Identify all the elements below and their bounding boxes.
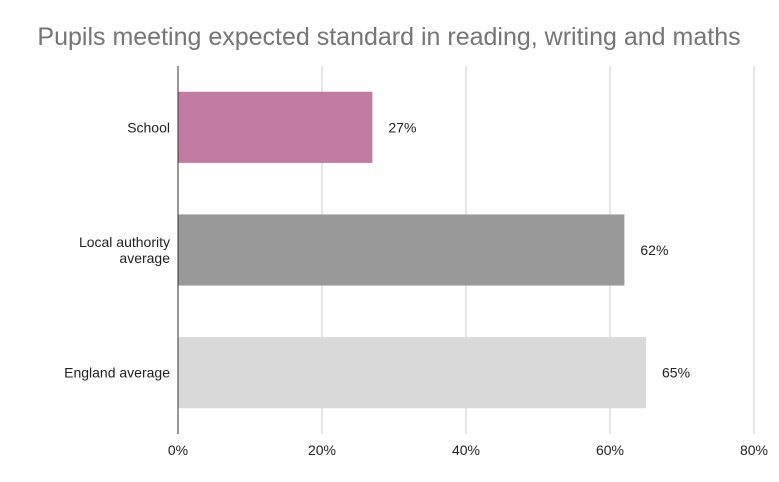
category-label: England average xyxy=(64,365,170,381)
category-label-line: Local authority xyxy=(79,234,170,250)
data-label: 62% xyxy=(640,242,668,258)
bar-school xyxy=(178,91,373,163)
category-label-line: average xyxy=(119,250,170,266)
category-label-line: England average xyxy=(64,365,170,381)
x-tick-label: 80% xyxy=(740,442,768,458)
x-tick-label: 60% xyxy=(596,442,624,458)
data-labels: 27% 62% 65% xyxy=(388,119,690,380)
category-label: Local authority average xyxy=(79,234,170,266)
x-tick-label: 20% xyxy=(308,442,336,458)
category-label: School xyxy=(127,119,170,135)
data-label: 65% xyxy=(662,365,690,381)
bars xyxy=(178,91,646,409)
data-label: 27% xyxy=(388,119,416,135)
category-label-line: School xyxy=(127,119,170,135)
x-tick-label: 0% xyxy=(168,442,188,458)
x-tick-label: 40% xyxy=(452,442,480,458)
bar-england-average xyxy=(178,337,646,409)
chart-title: Pupils meeting expected standard in read… xyxy=(37,23,740,51)
bar-local-authority-average xyxy=(178,214,625,286)
category-labels: School Local authority average England aver… xyxy=(64,119,170,380)
x-axis-ticks: 0% 20% 40% 60% 80% xyxy=(168,442,768,458)
